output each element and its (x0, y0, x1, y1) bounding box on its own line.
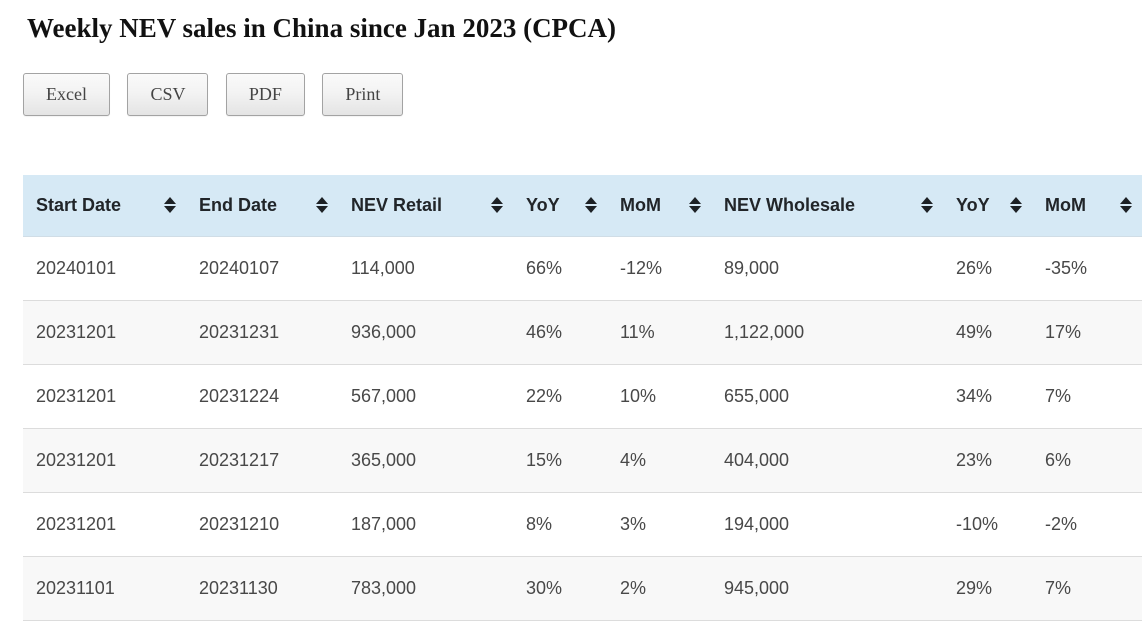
export-print-button[interactable]: Print (322, 73, 404, 116)
cell-yoy_wholesale: 49% (943, 299, 1032, 364)
sort-icon (585, 197, 597, 214)
column-header-yoy_retail[interactable]: YoY (513, 175, 607, 237)
cell-start_date: 20231201 (23, 299, 186, 364)
cell-end_date: 20231130 (186, 555, 338, 621)
cell-end_date: 20231210 (186, 491, 338, 556)
cell-nev_wholesale: 655,000 (711, 363, 943, 428)
table-header-row: Start Date End Date NEV Retail YoY MoM NEV Wh… (23, 175, 1142, 237)
sort-icon (1120, 197, 1132, 214)
table-row: 20231201 20231210 187,000 8% 3% 194,000 -10% -2… (23, 491, 1142, 556)
table-header: Start Date End Date NEV Retail YoY MoM NEV Wh… (23, 175, 1142, 237)
cell-mom_wholesale: 17% (1032, 299, 1142, 364)
export-toolbar: Excel CSV PDF Print (23, 73, 1147, 119)
cell-start_date: 20231101 (23, 555, 186, 621)
sort-icon (689, 197, 701, 214)
column-label: YoY (526, 194, 560, 215)
cell-mom_retail: -12% (607, 235, 711, 300)
export-pdf-button[interactable]: PDF (225, 73, 305, 116)
cell-yoy_wholesale: 29% (943, 555, 1032, 621)
cell-mom_retail: 11% (607, 299, 711, 364)
column-header-end_date[interactable]: End Date (186, 175, 338, 237)
cell-nev_retail: 187,000 (338, 491, 513, 556)
cell-mom_retail: 4% (607, 427, 711, 492)
cell-nev_wholesale: 945,000 (711, 555, 943, 621)
table-row: 20231201 20231217 365,000 15% 4% 404,000 23% 6% (23, 427, 1142, 492)
table-row: 20231101 20231130 783,000 30% 2% 945,000 29% 7% (23, 555, 1142, 621)
cell-start_date: 20231201 (23, 491, 186, 556)
column-label: Start Date (36, 194, 122, 215)
cell-yoy_wholesale: 34% (943, 363, 1032, 428)
cell-yoy_retail: 66% (513, 235, 607, 300)
cell-mom_retail: 10% (607, 363, 711, 428)
cell-nev_wholesale: 1,122,000 (711, 299, 943, 364)
cell-nev_wholesale: 404,000 (711, 427, 943, 492)
column-header-nev_wholesale[interactable]: NEV Wholesale (711, 175, 943, 237)
cell-nev_retail: 936,000 (338, 299, 513, 364)
cell-nev_retail: 114,000 (338, 235, 513, 300)
table-row: 20231201 20231231 936,000 46% 11% 1,122,000 49… (23, 299, 1142, 364)
export-excel-button[interactable]: Excel (23, 73, 110, 116)
column-label: End Date (199, 194, 278, 215)
cell-mom_retail: 3% (607, 491, 711, 556)
cell-yoy_wholesale: 26% (943, 235, 1032, 300)
column-header-nev_retail[interactable]: NEV Retail (338, 175, 513, 237)
cell-nev_retail: 365,000 (338, 427, 513, 492)
cell-end_date: 20231231 (186, 299, 338, 364)
column-header-mom_wholesale[interactable]: MoM (1032, 175, 1142, 237)
column-label: NEV Wholesale (724, 194, 856, 215)
table-body: 20240101 20240107 114,000 66% -12% 89,000 26% -… (23, 235, 1142, 621)
export-csv-button[interactable]: CSV (127, 73, 209, 116)
table-row: 20240101 20240107 114,000 66% -12% 89,000 26% -… (23, 235, 1142, 300)
cell-mom_wholesale: 7% (1032, 363, 1142, 428)
cell-end_date: 20240107 (186, 235, 338, 300)
table-container: Start Date End Date NEV Retail YoY MoM NEV Wh… (23, 175, 1142, 621)
column-header-mom_retail[interactable]: MoM (607, 175, 711, 237)
cell-end_date: 20231224 (186, 363, 338, 428)
cell-start_date: 20240101 (23, 235, 186, 300)
cell-yoy_wholesale: -10% (943, 491, 1032, 556)
cell-yoy_retail: 30% (513, 555, 607, 621)
cell-mom_wholesale: 6% (1032, 427, 1142, 492)
cell-end_date: 20231217 (186, 427, 338, 492)
column-label: MoM (1045, 194, 1086, 215)
cell-start_date: 20231201 (23, 427, 186, 492)
column-label: YoY (956, 194, 990, 215)
cell-yoy_retail: 46% (513, 299, 607, 364)
cell-yoy_retail: 15% (513, 427, 607, 492)
cell-yoy_retail: 22% (513, 363, 607, 428)
nev-sales-table: Start Date End Date NEV Retail YoY MoM NEV Wh… (23, 175, 1142, 621)
column-header-yoy_wholesale[interactable]: YoY (943, 175, 1032, 237)
cell-start_date: 20231201 (23, 363, 186, 428)
cell-yoy_wholesale: 23% (943, 427, 1032, 492)
column-label: MoM (620, 194, 661, 215)
table-row: 20231201 20231224 567,000 22% 10% 655,000 34% 7… (23, 363, 1142, 428)
cell-mom_wholesale: -2% (1032, 491, 1142, 556)
sort-icon (491, 197, 503, 214)
cell-yoy_retail: 8% (513, 491, 607, 556)
page-title: Weekly NEV sales in China since Jan 2023… (27, 13, 617, 43)
cell-nev_retail: 783,000 (338, 555, 513, 621)
column-header-start_date[interactable]: Start Date (23, 175, 186, 237)
cell-nev_retail: 567,000 (338, 363, 513, 428)
cell-mom_wholesale: -35% (1032, 235, 1142, 300)
cell-mom_retail: 2% (607, 555, 711, 621)
cell-nev_wholesale: 194,000 (711, 491, 943, 556)
sort-icon (921, 197, 933, 214)
cell-mom_wholesale: 7% (1032, 555, 1142, 621)
column-label: NEV Retail (351, 194, 443, 215)
sort-icon (316, 197, 328, 214)
cell-nev_wholesale: 89,000 (711, 235, 943, 300)
sort-icon (1010, 197, 1022, 214)
sort-icon (164, 197, 176, 214)
